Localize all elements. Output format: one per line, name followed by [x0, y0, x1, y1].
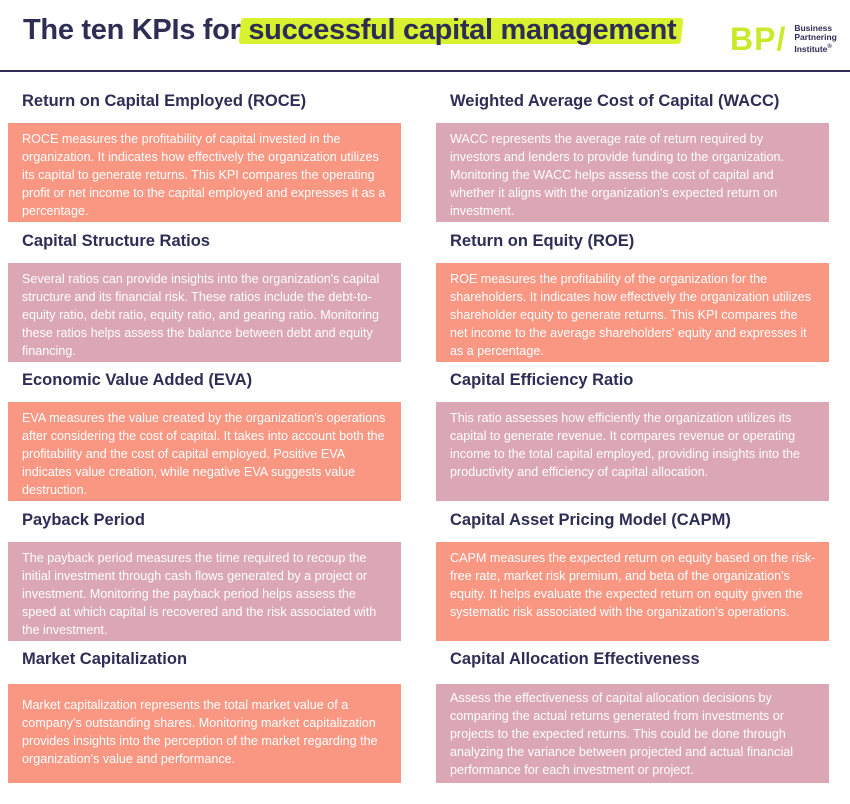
- title-highlight-text: successful capital management: [248, 14, 677, 46]
- kpi-description: This ratio assesses how efficiently the …: [436, 402, 829, 501]
- logo-line-3: Institute: [794, 43, 828, 54]
- kpi-description: Several ratios can provide insights into…: [8, 263, 401, 362]
- kpi-description: Assess the effectiveness of capital allo…: [436, 684, 829, 783]
- logo-line-2: Partnering: [794, 32, 837, 43]
- logo-mark: BP/: [730, 20, 787, 57]
- kpi-title: Capital Allocation Effectiveness: [450, 650, 700, 668]
- kpi-description: CAPM measures the expected return on equ…: [436, 542, 829, 641]
- kpi-title: Capital Asset Pricing Model (CAPM): [450, 511, 731, 529]
- kpi-title: Weighted Average Cost of Capital (WACC): [450, 92, 780, 110]
- kpi-description: WACC represents the average rate of retu…: [436, 123, 829, 222]
- kpi-description: EVA measures the value created by the or…: [8, 402, 401, 501]
- kpi-title: Market Capitalization: [22, 650, 188, 668]
- kpi-title: Payback Period: [22, 511, 145, 529]
- title-highlight: successful capital management: [248, 14, 676, 47]
- kpi-description: ROCE measures the profitability of capit…: [8, 123, 401, 222]
- title-prefix: The ten KPIs for: [23, 14, 249, 46]
- kpi-description: Market capitalization represents the tot…: [8, 684, 401, 783]
- kpi-title: Capital Efficiency Ratio: [450, 371, 634, 389]
- kpi-title: Return on Capital Employed (ROCE): [22, 92, 307, 110]
- page-header: The ten KPIs for successful capital mana…: [0, 0, 850, 72]
- bpi-logo: BP/ Business Partnering Institute®: [730, 20, 837, 57]
- kpi-description: The payback period measures the time req…: [8, 542, 401, 641]
- kpi-title: Economic Value Added (EVA): [22, 371, 253, 389]
- logo-text: Business Partnering Institute®: [794, 22, 837, 54]
- kpi-description: ROE measures the profitability of the or…: [436, 263, 829, 362]
- logo-line-1: Business: [794, 22, 833, 33]
- kpi-title: Return on Equity (ROE): [450, 232, 635, 250]
- page-title: The ten KPIs for successful capital mana…: [23, 14, 677, 47]
- kpi-title: Capital Structure Ratios: [22, 232, 210, 250]
- logo-trademark: ®: [827, 43, 832, 50]
